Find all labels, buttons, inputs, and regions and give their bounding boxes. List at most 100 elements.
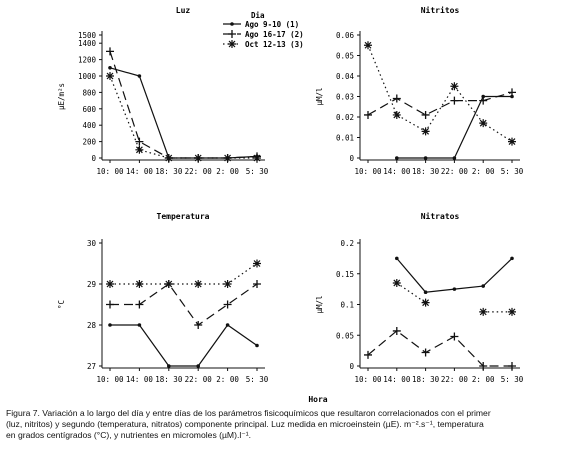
x-tick-label: 2: 00 <box>216 375 239 384</box>
data-point-2 <box>421 110 430 119</box>
data-point-1 <box>481 94 486 99</box>
series-line-2 <box>367 330 512 367</box>
x-tick-label: 22: 00 <box>185 167 213 176</box>
y-tick-label: 0.1 <box>340 301 354 310</box>
data-point-2 <box>364 350 372 359</box>
caption-line-2: (luz, nitritos) y segundo (temperatura, … <box>6 419 484 429</box>
y-tick-label: 27 <box>87 362 96 371</box>
data-point-1 <box>225 323 230 327</box>
data-point-3 <box>508 137 516 146</box>
y-tick-label: 0.05 <box>336 52 354 61</box>
panel-title-3: Temperatura <box>157 212 210 221</box>
data-point-3 <box>135 145 144 154</box>
data-point-1 <box>423 156 428 160</box>
y-tick-label: 0.06 <box>336 31 355 40</box>
data-point-2 <box>135 137 144 146</box>
y-axis-label-2: µM/l <box>315 87 324 105</box>
data-point-3 <box>364 41 372 50</box>
y-tick-label: 0.2 <box>340 239 354 248</box>
data-point-2 <box>421 348 430 357</box>
figure-caption: Figura 7. Variación a lo largo del día y… <box>6 408 576 441</box>
x-tick-label: 14: 00 <box>383 167 411 176</box>
data-point-1 <box>108 66 112 70</box>
x-tick-label: 10: 00 <box>354 167 382 176</box>
y-tick-label: 0.04 <box>336 72 355 81</box>
data-point-3 <box>392 110 401 119</box>
x-tick-label: 18: 30 <box>155 375 183 384</box>
y-axis-label-3: °C <box>57 300 66 309</box>
y-tick-label: 0.05 <box>336 331 354 340</box>
y-tick-label: 1400 <box>78 39 97 48</box>
y-tick-label: 1000 <box>78 72 97 81</box>
data-point-1 <box>137 74 142 78</box>
series-line-1 <box>110 324 258 367</box>
legend-marker <box>230 22 234 26</box>
x-tick-label: 10: 00 <box>96 375 124 384</box>
x-tick-label: 10: 00 <box>96 167 124 176</box>
data-point-1 <box>510 94 514 99</box>
data-point-3 <box>164 154 173 162</box>
data-point-2 <box>392 94 401 103</box>
series-line-1 <box>396 257 513 293</box>
x-tick-label: 14: 00 <box>126 375 154 384</box>
legend-marker <box>228 30 236 38</box>
series-line-3 <box>110 263 258 285</box>
x-tick-label: 2: 00 <box>472 375 495 384</box>
data-point-3 <box>508 307 516 316</box>
legend-entry: Oct 12-13 (3) <box>245 40 304 49</box>
y-tick-label: 0.01 <box>336 134 354 143</box>
x-tick-label: 22: 00 <box>185 375 213 384</box>
data-point-2 <box>508 88 516 97</box>
data-point-1 <box>255 343 259 348</box>
y-tick-label: 0 <box>349 154 354 163</box>
y-axis-label-1: µE/m²s <box>57 83 66 110</box>
data-point-3 <box>253 154 261 162</box>
legend-entry: Ago 9-10 (1) <box>245 20 299 29</box>
x-tick-label: 5: 30 <box>246 375 269 384</box>
data-point-3 <box>421 127 430 136</box>
data-point-2 <box>194 321 203 329</box>
data-point-2 <box>106 300 114 309</box>
data-point-1 <box>167 364 171 368</box>
data-point-1 <box>395 156 399 160</box>
x-tick-label: 10: 00 <box>354 375 382 384</box>
data-point-2 <box>392 326 401 335</box>
data-point-2 <box>223 300 232 309</box>
data-point-3 <box>223 154 232 162</box>
data-point-3 <box>421 298 430 307</box>
x-tick-label: 5: 30 <box>501 375 524 384</box>
data-point-3 <box>479 119 488 128</box>
panel-title-2: Nitritos <box>421 5 460 15</box>
x-tick-label: 22: 00 <box>441 167 469 176</box>
data-point-1 <box>423 290 428 295</box>
data-point-1 <box>452 287 457 291</box>
legend-entry: Ago 16-17 (2) <box>245 30 304 39</box>
y-tick-label: 1500 <box>78 31 97 40</box>
data-point-2 <box>450 96 459 105</box>
data-point-2 <box>508 362 516 370</box>
y-tick-label: 0.03 <box>336 93 354 102</box>
series-line-2 <box>109 51 258 159</box>
y-tick-label: 0.02 <box>336 113 354 122</box>
y-tick-label: 29 <box>87 280 96 289</box>
y-axis-label-4: µM/l <box>315 295 324 313</box>
y-tick-label: 0.15 <box>336 270 354 279</box>
data-point-3 <box>135 280 144 288</box>
caption-line-1: Figura 7. Variación a lo largo del día y… <box>6 408 491 418</box>
y-tick-label: 28 <box>87 321 97 330</box>
x-axis-label: Hora <box>308 395 327 404</box>
data-point-1 <box>108 323 112 327</box>
series-line-3 <box>109 75 257 159</box>
x-tick-label: 2: 00 <box>216 167 239 176</box>
data-point-1 <box>510 256 514 261</box>
data-point-1 <box>137 323 142 327</box>
data-point-3 <box>194 280 203 288</box>
legend-title: Dia <box>251 11 265 20</box>
data-point-2 <box>253 280 261 288</box>
panel-title-4: Nitratos <box>421 211 460 221</box>
data-point-2 <box>364 110 372 119</box>
x-tick-label: 5: 30 <box>246 167 269 176</box>
data-point-3 <box>392 278 401 287</box>
data-point-1 <box>395 256 399 261</box>
